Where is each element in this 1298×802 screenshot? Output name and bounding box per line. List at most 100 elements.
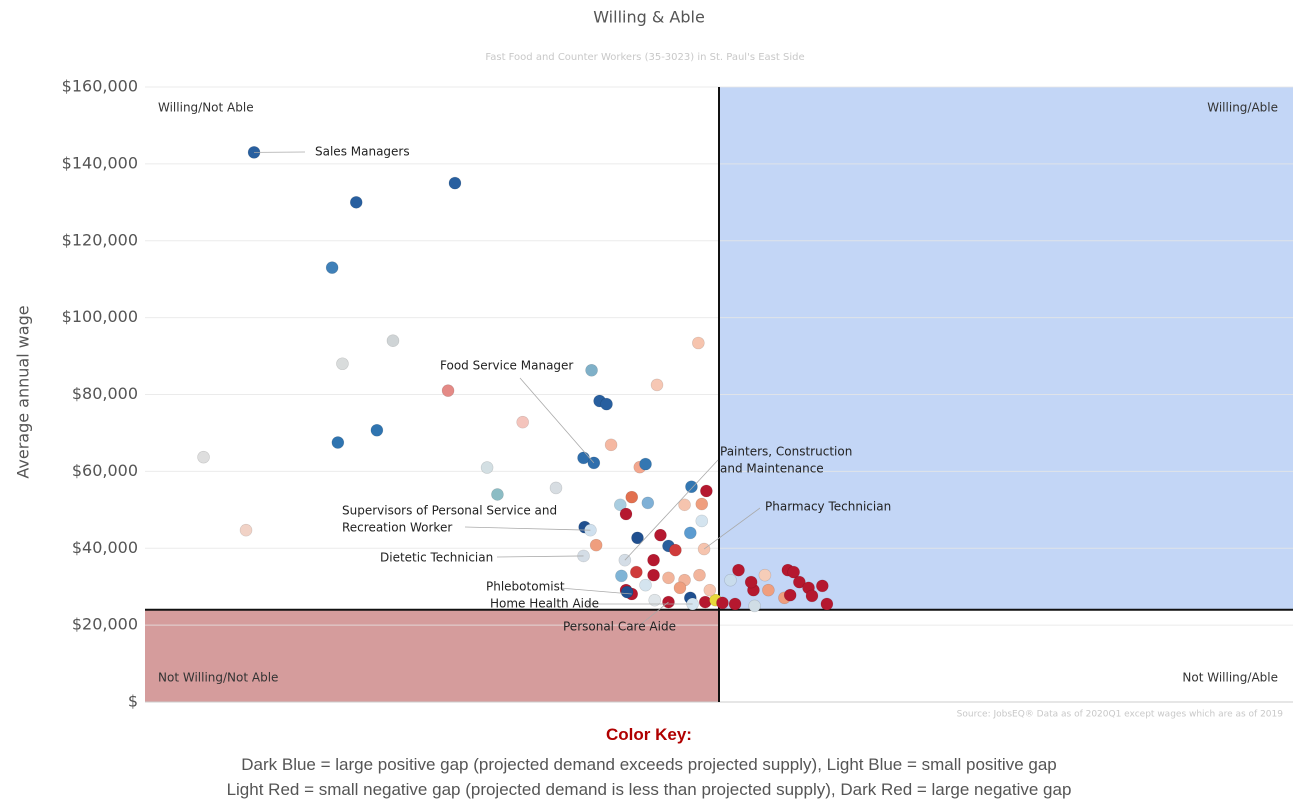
point: [654, 528, 667, 542]
point: [816, 579, 829, 593]
point: [516, 415, 529, 429]
point: [349, 196, 363, 209]
point: [703, 583, 717, 597]
point: [336, 357, 349, 371]
annotation: Recreation Worker: [342, 521, 452, 535]
point: [724, 573, 737, 587]
point: [197, 450, 210, 464]
point: [630, 565, 643, 579]
point: [695, 514, 709, 528]
point: [650, 378, 664, 392]
point: [698, 595, 712, 609]
quadrant-label: Not Willing/Not Able: [158, 671, 278, 685]
annotation: Painters, Construction: [720, 445, 852, 459]
point: [669, 543, 682, 557]
point: [695, 497, 709, 511]
annotation: Phlebotomist: [486, 580, 565, 594]
point: [728, 597, 742, 611]
point: [331, 436, 345, 449]
point: [647, 553, 660, 567]
point: [732, 563, 745, 577]
leader-line: [703, 507, 761, 550]
point: [685, 480, 698, 494]
y-tick-label: $100,000: [62, 307, 138, 326]
color-key-line: Light Red = small negative gap (projecte…: [226, 780, 1072, 799]
quadrant-label: Not Willing/Able: [1182, 671, 1278, 685]
point: [647, 568, 660, 582]
chart-subtitle: Fast Food and Counter Workers (35-3023) …: [485, 52, 804, 63]
leader-line: [496, 555, 584, 558]
point: [585, 363, 598, 377]
point: [386, 334, 400, 347]
color-key-title: Color Key:: [606, 725, 692, 744]
chart-title: Willing & Able: [593, 8, 705, 27]
y-tick-label: $120,000: [62, 230, 138, 249]
point: [783, 588, 797, 602]
y-tick-label: $140,000: [62, 153, 138, 172]
leader-line: [464, 526, 591, 531]
annotation: and Maintenance: [720, 462, 824, 476]
point: [762, 583, 775, 597]
quadrant-label: Willing/Able: [1207, 101, 1278, 115]
leader-line: [624, 459, 719, 561]
annotation: Dietetic Technician: [380, 551, 493, 565]
point: [600, 397, 613, 411]
point: [370, 423, 384, 437]
point: [805, 589, 819, 603]
color-key-line: Dark Blue = large positive gap (projecte…: [241, 755, 1057, 774]
quadrant-area: [719, 87, 1293, 610]
point: [604, 438, 618, 452]
point: [448, 176, 462, 190]
point: [239, 523, 253, 537]
point: [673, 581, 687, 595]
y-tick-label: $: [128, 692, 138, 711]
y-tick-label: $160,000: [62, 77, 138, 96]
point: [716, 596, 729, 610]
point: [441, 384, 455, 397]
point: [639, 578, 652, 592]
point: [639, 457, 652, 471]
annotation: Home Health Aide: [490, 597, 599, 611]
annotation: Sales Managers: [315, 145, 410, 159]
point: [619, 507, 633, 521]
y-tick-label: $20,000: [72, 615, 138, 634]
point: [615, 569, 628, 583]
y-axis-label: Average annual wage: [14, 305, 33, 478]
point: [793, 575, 806, 589]
point: [787, 565, 800, 579]
point: [820, 597, 834, 611]
point: [683, 526, 697, 540]
point: [325, 261, 339, 274]
leader-line: [519, 377, 595, 464]
point: [692, 336, 705, 350]
point: [491, 488, 504, 501]
point: [748, 599, 761, 613]
point: [648, 593, 662, 607]
point: [480, 461, 494, 474]
leader-line: [639, 601, 669, 626]
point: [589, 538, 603, 552]
point: [678, 498, 691, 512]
point: [549, 481, 563, 495]
annotation: Supervisors of Personal Service and: [342, 504, 557, 518]
point: [758, 568, 772, 582]
y-tick-label: $80,000: [72, 384, 138, 403]
chart: Willing & Able Fast Food and Counter Wor…: [14, 8, 1293, 720]
point: [662, 571, 675, 585]
annotation: Food Service Manager: [440, 359, 573, 373]
point: [693, 568, 706, 582]
point: [744, 575, 758, 589]
point: [625, 490, 639, 504]
leader-line: [559, 587, 632, 595]
point: [620, 585, 634, 599]
annotation: Personal Care Aide: [563, 620, 676, 634]
y-tick-label: $40,000: [72, 538, 138, 557]
point: [700, 484, 713, 498]
source-note: Source: JobsEQ® Data as of 2020Q1 except…: [957, 710, 1284, 720]
annotation: Pharmacy Technician: [765, 500, 891, 514]
point: [613, 498, 627, 512]
point: [631, 531, 644, 545]
point: [641, 496, 655, 510]
y-tick-label: $60,000: [72, 461, 138, 480]
